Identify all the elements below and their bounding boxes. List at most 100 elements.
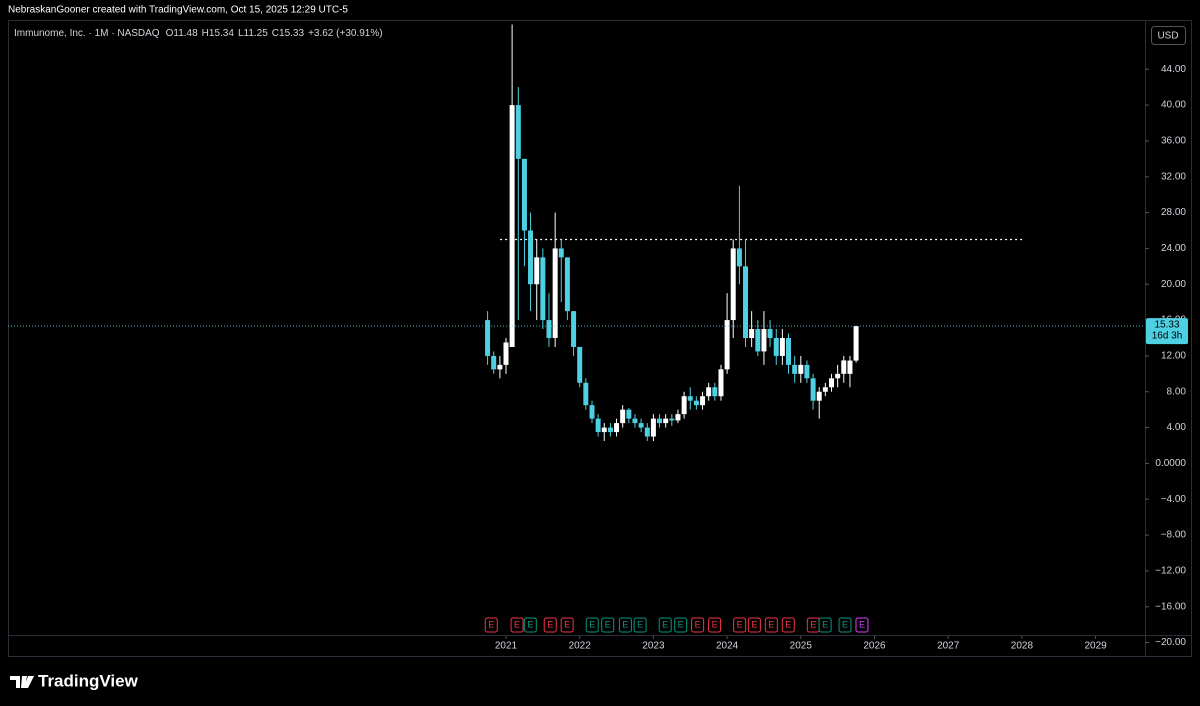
earnings-marker	[633, 617, 647, 633]
candle-body	[650, 418, 656, 437]
earnings-marker	[818, 617, 832, 633]
earnings-label: E	[751, 619, 757, 629]
earnings-label: E	[488, 619, 494, 629]
candle-body	[552, 248, 558, 338]
change: +3.62 (+30.91%)	[308, 28, 383, 39]
earnings-marker	[585, 617, 599, 633]
h-value: 15.34	[209, 28, 234, 39]
candle-body	[509, 105, 515, 347]
earnings-marker	[708, 617, 722, 633]
h-letter: H	[202, 28, 209, 39]
candle-body	[595, 418, 601, 433]
candle-body	[730, 248, 736, 321]
earnings-marker	[691, 617, 705, 633]
candle-body	[785, 338, 791, 365]
earnings-marker	[658, 617, 672, 633]
candle-body	[822, 387, 828, 392]
candle-body	[743, 266, 749, 338]
y-tick-label: 32.00	[1161, 171, 1186, 182]
earnings-label: E	[662, 619, 668, 629]
candle-body	[607, 427, 613, 433]
candle-body	[798, 364, 804, 374]
candle-body	[620, 409, 626, 424]
candle-body	[491, 355, 497, 370]
x-tick-label: 2028	[1011, 641, 1034, 652]
y-tick-label: 24.00	[1161, 243, 1186, 254]
y-tick-label: 40.00	[1161, 100, 1186, 111]
y-tick-label: −12.00	[1155, 566, 1186, 577]
candle-body	[792, 364, 798, 374]
earnings-label: E	[712, 619, 718, 629]
candle-body	[644, 427, 650, 437]
earnings-label: E	[842, 619, 848, 629]
earnings-marker	[618, 617, 632, 633]
y-tick-label: 28.00	[1161, 207, 1186, 218]
earnings-label: E	[622, 619, 628, 629]
y-tick-label: −8.00	[1161, 530, 1187, 541]
x-tick-label: 2025	[790, 641, 813, 652]
candle-body	[693, 400, 699, 406]
earnings-marker	[543, 617, 557, 633]
earnings-label: E	[514, 619, 520, 629]
earnings-label: E	[785, 619, 791, 629]
candle-body	[546, 320, 552, 338]
price-tag-countdown: 16d 3h	[1152, 331, 1183, 342]
earnings-marker	[838, 617, 852, 633]
candle-body	[773, 338, 779, 356]
candle-body	[564, 257, 570, 312]
y-tick-label: 20.00	[1161, 279, 1186, 290]
candle-body	[497, 364, 503, 370]
candle-body	[835, 373, 841, 379]
candle-body	[669, 418, 675, 421]
x-tick-label: 2027	[937, 641, 960, 652]
x-tick-label: 2024	[716, 641, 739, 652]
earnings-label: E	[637, 619, 643, 629]
candle-body	[503, 342, 509, 365]
earnings-marker	[484, 617, 498, 633]
earnings-marker	[523, 617, 537, 633]
earnings-label: E	[810, 619, 816, 629]
candle-body	[675, 414, 681, 421]
earnings-label: E	[589, 619, 595, 629]
candle-body	[521, 158, 527, 231]
earnings-marker	[855, 617, 869, 633]
candle-body	[853, 326, 859, 361]
header-text: NebraskanGooner created with TradingView…	[8, 5, 348, 16]
candle-body	[540, 257, 546, 321]
x-tick-label: 2021	[495, 641, 518, 652]
earnings-label: E	[859, 619, 865, 629]
price-tag	[1146, 318, 1188, 345]
candle-body	[528, 230, 534, 285]
symbol: Immunome, Inc. · 1M · NASDAQ	[14, 28, 160, 39]
earnings-label: E	[695, 619, 701, 629]
candle-body	[663, 418, 669, 424]
earnings-marker	[601, 617, 615, 633]
currency-box[interactable]	[1151, 26, 1186, 45]
earnings-label: E	[527, 619, 533, 629]
o-value: 11.48	[173, 28, 198, 39]
candle-body	[718, 369, 724, 397]
y-tick-label: 0.0000	[1155, 458, 1186, 469]
candle-body	[755, 329, 761, 352]
candle-body	[583, 382, 589, 406]
candle-body	[515, 105, 521, 159]
candle-body	[589, 405, 595, 419]
candle-body	[485, 320, 491, 356]
candle-body	[700, 396, 706, 406]
candle-body	[810, 378, 816, 401]
earnings-label: E	[822, 619, 828, 629]
earnings-marker	[560, 617, 574, 633]
x-tick-label: 2029	[1084, 641, 1107, 652]
candle-body	[681, 396, 687, 415]
c-value: 15.33	[279, 28, 304, 39]
logo-icon	[10, 676, 34, 688]
candle-body	[626, 409, 632, 419]
c-letter: C	[272, 28, 279, 39]
o-letter: O	[166, 28, 174, 39]
earnings-marker	[764, 617, 778, 633]
earnings-label: E	[737, 619, 743, 629]
earnings-marker	[781, 617, 795, 633]
l-value: 11.25	[244, 28, 269, 39]
